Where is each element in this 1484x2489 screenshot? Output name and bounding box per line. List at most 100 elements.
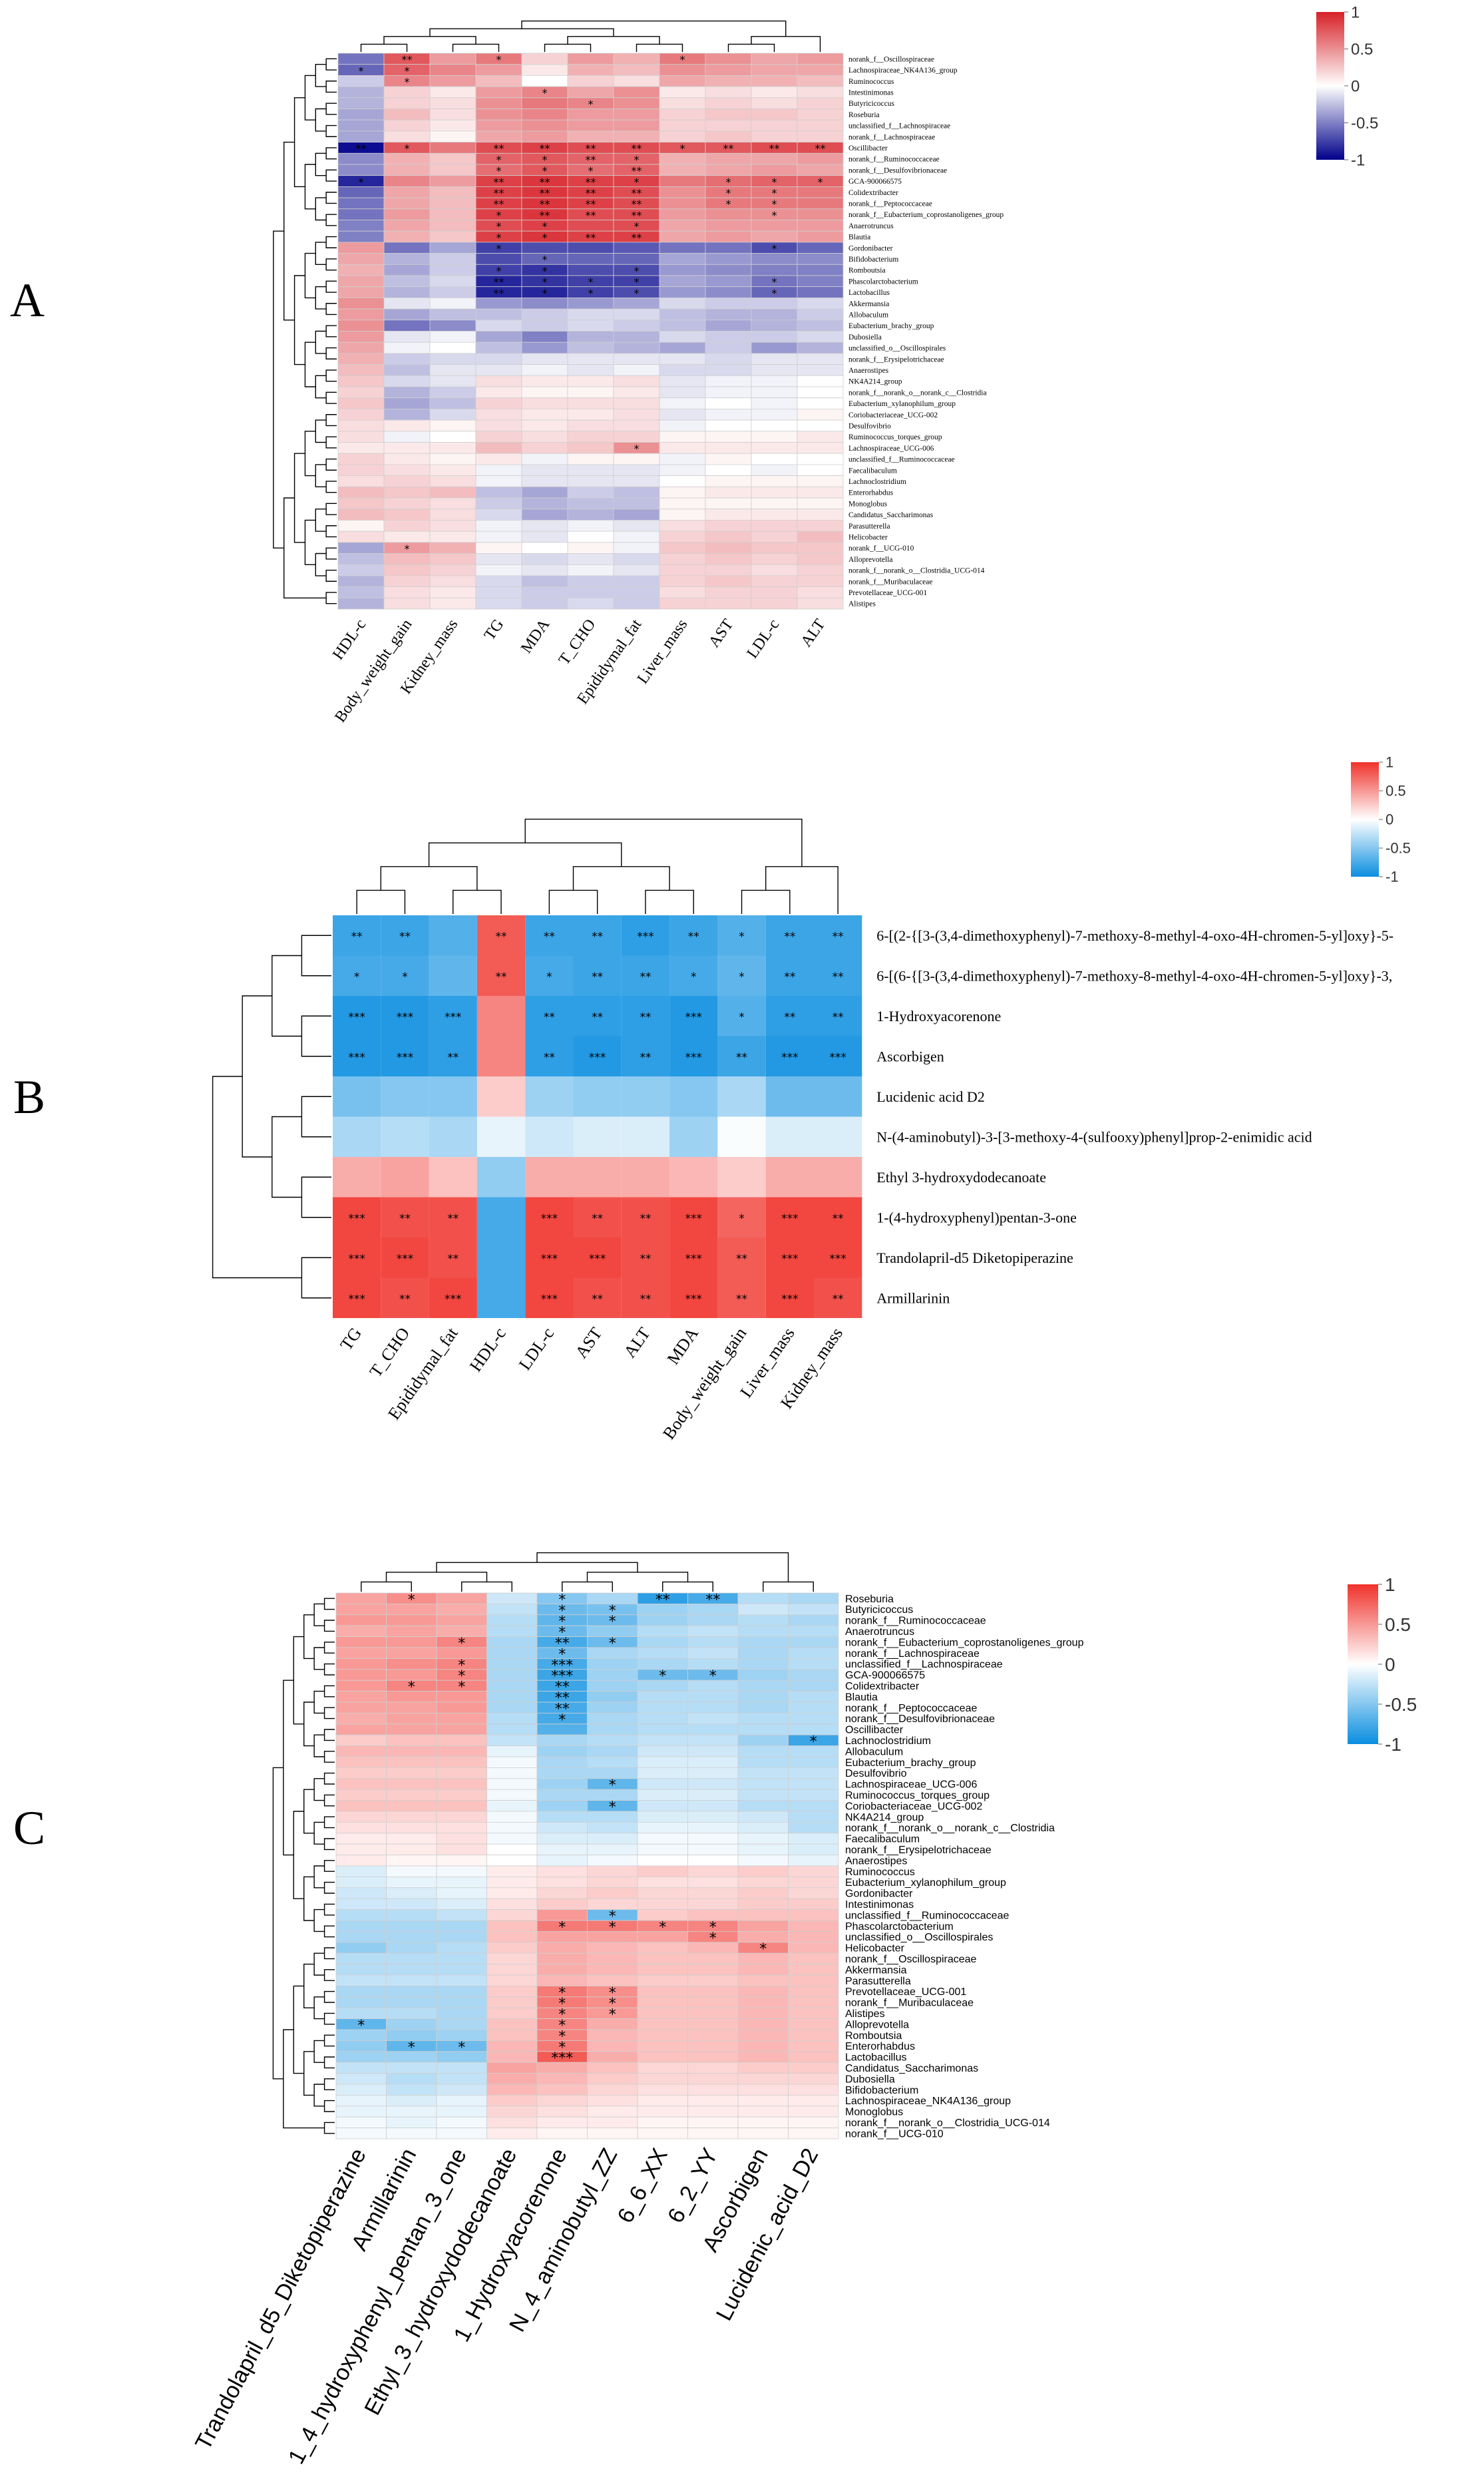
panel-b-cell-trandolapril-d5-diketopiperazine-kidney-mass	[814, 1238, 862, 1278]
panel-c-cell-enterorhabdus-6-2-yy	[687, 2040, 739, 2052]
panel-a-cell-allobaculum-liver-mass	[659, 308, 706, 321]
panel-a-cell-gordonibacter-hdl-c	[337, 242, 385, 254]
panel-a-cell-coriobacteriaceae-ucg-002-kidney-mass	[429, 409, 476, 421]
panel-a-cell-prevotellaceae-ucg-001-body-weight-gain	[383, 586, 431, 598]
panel-a-cell-intestinimonas-body-weight-gain	[383, 86, 431, 99]
panel-c-cell-gca-900066575-n-4-aminobutyl-zz	[587, 1669, 638, 1681]
panel-a-cell-alloprevotella-mda	[521, 553, 568, 565]
panel-a-cell-norank-f-lachnospiraceae-body-weight-gain	[383, 130, 431, 142]
panel-c-row-label: Faecalibaculum	[845, 1834, 920, 1845]
panel-a-cell-lachnospiraceae-ucg-006-hdl-c	[337, 442, 385, 454]
panel-c-cell-ruminococcus-torques-group-6-6-xx	[637, 1789, 688, 1801]
panel-c-cell-anaerostipes-1-4-hydroxyphenyl-pentan-3-one	[436, 1855, 487, 1867]
panel-a-cell-allobaculum-epididymal-fat	[613, 308, 660, 321]
panel-a-cell-parasutterella-tg	[475, 520, 522, 532]
panel-a-row-label: Lachnospiraceae_UCG-006	[848, 445, 934, 453]
panel-a-cell-ruminococcus-torques-group-hdl-c	[337, 431, 385, 443]
panel-b-cell-ascorbigen-t-cho	[381, 1036, 429, 1076]
panel-a-significance-mark: **	[540, 186, 550, 199]
panel-a-cell-norank-f-muribaculaceae-liver-mass	[659, 575, 706, 588]
panel-a-cell-alistipes-hdl-c	[337, 597, 385, 610]
panel-c-cell-norank-f-peptococcaceae-armillarinin	[386, 1701, 437, 1713]
panel-a-row-label: norank_f__Peptococcaceae	[848, 200, 932, 208]
panel-a-row-label: unclassified_f__Lachnospiraceae	[848, 122, 950, 130]
panel-c-cell-blautia-1-4-hydroxyphenyl-pentan-3-one	[436, 1691, 487, 1703]
panel-a-cell-dubosiella-kidney-mass	[429, 331, 476, 343]
panel-b-cell-ascorbigen-body-weight-gain	[717, 1036, 766, 1076]
panel-c-cell-bifidobacterium-trandolapril-d5-diketopiperazine	[335, 2084, 387, 2096]
panel-a-cell-lachnospiraceae-ucg-006-kidney-mass	[429, 442, 476, 454]
panel-b-column-label: MDA	[663, 1324, 703, 1369]
panel-c-cell-parasutterella-lucidenic-acid-d2	[788, 1974, 839, 1986]
panel-a-column-label: LDL-c	[744, 616, 783, 662]
panel-a-cell-ruminococcus-ast	[705, 75, 752, 87]
panel-c-cell-lactobacillus-trandolapril-d5-diketopiperazine	[335, 2051, 387, 2063]
panel-c-cell-helicobacter-6-6-xx	[637, 1942, 688, 1954]
panel-b-row-label: 1-Hydroxyacorenone	[876, 1008, 1001, 1024]
panel-a-cell-unclassified-f-lachnospiraceae-ldl-c	[751, 119, 798, 132]
panel-a-cell-akkermansia-ldl-c	[751, 297, 798, 310]
panel-c-cell-roseburia-trandolapril-d5-diketopiperazine	[335, 1592, 387, 1604]
panel-a-cell-prevotellaceae-ucg-001-ldl-c	[751, 586, 798, 598]
panel-c-cell-enterorhabdus-trandolapril-d5-diketopiperazine	[335, 2040, 387, 2052]
panel-a-row-label: norank_f__Erysipelotrichaceae	[848, 355, 944, 363]
panel-c-row-dendrogram-link-13	[323, 1881, 335, 1894]
panel-a-cell-norank-f-ucg-010-mda	[521, 542, 568, 554]
panel-a-cell-colidextribacter-alt	[797, 186, 844, 198]
panel-b-significance-mark: **	[833, 1212, 844, 1226]
panel-a-cell-coriobacteriaceae-ucg-002-t-cho	[567, 409, 614, 421]
panel-c-cell-norank-f-norank-o-clostridia-ucg-014-1-hydroxyacorenone	[536, 2116, 588, 2128]
panel-c-cell-alloprevotella-6-2-yy	[687, 2018, 739, 2030]
panel-b-cell-lucidenic-acid-d2-alt	[621, 1076, 670, 1117]
panel-c-significance-mark: *	[609, 1603, 616, 1620]
panel-c-cell-norank-f-norank-o-norank-c-clostridia-n-4-aminobutyl-zz	[587, 1821, 638, 1834]
panel-c-cell-phascolarctobacterium-ascorbigen	[737, 1920, 789, 1932]
panel-a-cell-norank-f-norank-o-norank-c-clostridia-alt	[797, 386, 844, 399]
panel-a-cell-ruminococcus-epididymal-fat	[613, 75, 660, 87]
panel-b-cell-6-2-3-3-4-dimethoxyphenyl-7-methoxy-8-methyl-4-oxo-4h-chromen-5-yl-oxy-5-ast	[573, 915, 622, 956]
panel-a-cell-lachnoclostridium-epididymal-fat	[613, 475, 660, 487]
panel-c-cell-candidatus-saccharimonas-ethyl-3-hydroxydodecanoate	[486, 2062, 538, 2074]
panel-b-cell-armillarinin-liver-mass	[765, 1277, 814, 1318]
panel-b-cell-6-2-3-3-4-dimethoxyphenyl-7-methoxy-8-methyl-4-oxo-4h-chromen-5-yl-oxy-5-alt	[621, 915, 670, 956]
panel-b-column-dendrogram-link-6	[572, 866, 670, 891]
panel-c-cell-eubacterium-xylanophilum-group-n-4-aminobutyl-zz	[587, 1876, 638, 1889]
panel-c-row-dendrogram-link-10	[323, 1816, 335, 1829]
panel-a-row-dendrogram-link-29	[315, 242, 327, 265]
panel-a-significance-mark: **	[723, 142, 734, 155]
panel-a-cell-allobaculum-body-weight-gain	[383, 308, 431, 321]
panel-a-cell-norank-f-desulfovibrionaceae-ldl-c	[751, 164, 798, 176]
panel-a-cell-anaerostipes-hdl-c	[337, 364, 385, 376]
panel-c-cell-lachnospiraceae-ucg-006-ascorbigen	[737, 1778, 789, 1790]
panel-b-cell-ethyl-3-hydroxydodecanoate-t-cho	[381, 1157, 429, 1198]
panel-c-cell-gca-900066575-trandolapril-d5-diketopiperazine	[335, 1669, 387, 1681]
panel-a-cell-enterorhabdus-body-weight-gain	[383, 486, 431, 499]
panel-a-cell-unclassified-f-lachnospiraceae-epididymal-fat	[613, 119, 660, 132]
panel-b-cell-1-4-hydroxyphenyl-pentan-3-one-liver-mass	[765, 1197, 814, 1238]
panel-c-cell-parasutterella-6-2-yy	[687, 1974, 739, 1986]
panel-a-cell-intestinimonas-liver-mass	[659, 86, 706, 99]
panel-a-row-label: norank_f__Desulfovibrionaceae	[848, 166, 947, 174]
panel-c-cell-norank-f-ruminococcaceae-6-2-yy	[687, 1614, 739, 1626]
panel-c-cell-unclassified-f-ruminococcaceae-ethyl-3-hydroxydodecanoate	[486, 1909, 538, 1921]
panel-a-cell-anaerostipes-ast	[705, 364, 752, 376]
panel-c-cell-ruminococcus-trandolapril-d5-diketopiperazine	[335, 1865, 387, 1877]
panel-b-significance-mark: **	[640, 1051, 651, 1064]
panel-a-significance-mark: **	[586, 198, 596, 210]
panel-a-cell-norank-f-norank-o-norank-c-clostridia-ast	[705, 386, 752, 399]
panel-c-cell-alistipes-ascorbigen	[737, 2007, 789, 2019]
panel-c-cell-desulfovibrio-armillarinin	[386, 1767, 437, 1779]
panel-c-cell-lactobacillus-ethyl-3-hydroxydodecanoate	[486, 2051, 538, 2063]
panel-c-cell-blautia-lucidenic-acid-d2	[788, 1691, 839, 1703]
panel-a-cell-ruminococcus-t-cho	[567, 75, 614, 87]
panel-a-cell-unclassified-f-lachnospiraceae-mda	[521, 119, 568, 132]
panel-c-row-label: Lachnospiraceae_UCG-006	[845, 1779, 977, 1791]
panel-c-row-dendrogram-link-23	[323, 2100, 335, 2112]
panel-a-row-dendrogram-link-31	[315, 330, 327, 354]
panel-c-cell-monoglobus-1-4-hydroxyphenyl-pentan-3-one	[436, 2106, 487, 2118]
panel-b-colorbar-tick-label: 1	[1386, 754, 1393, 771]
panel-c-column-dendrogram-link-4	[763, 1581, 814, 1592]
panel-b-cell-n-4-aminobutyl-3-3-methoxy-4-sulfooxy-phenyl-prop-2-enimidic-acid-alt	[621, 1116, 670, 1157]
panel-a-cell-parasutterella-kidney-mass	[429, 520, 476, 532]
panel-a-cell-parasutterella-alt	[797, 520, 844, 532]
